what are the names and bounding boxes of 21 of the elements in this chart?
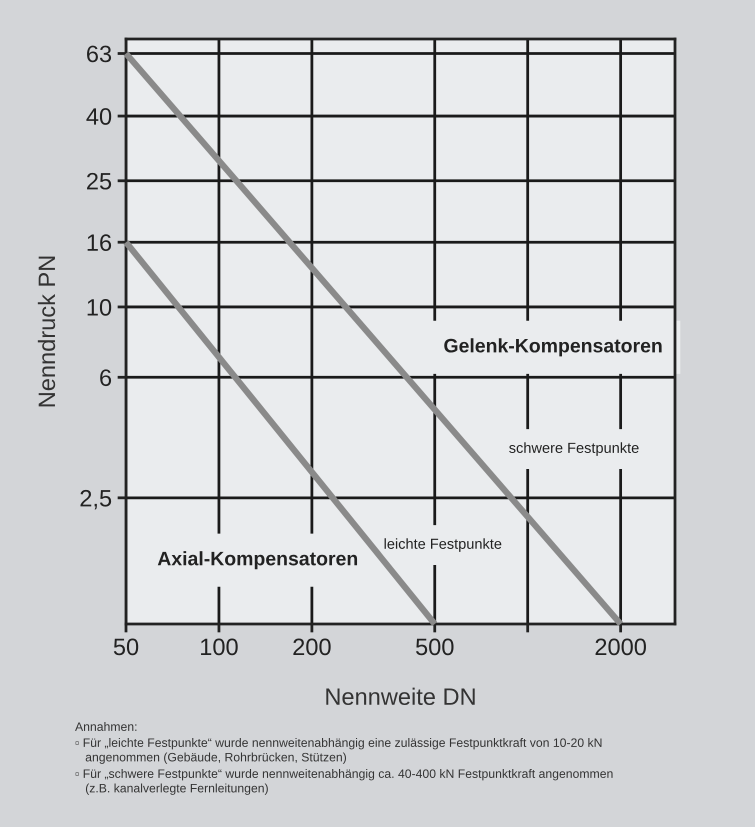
x-tick-label: 2000 xyxy=(596,638,646,656)
annotation: leichte Festpunkte xyxy=(384,538,502,552)
y-tick-label: 2,5 xyxy=(80,490,112,510)
y-tick-label: 63 xyxy=(87,46,112,62)
text: Annahmen: xyxy=(75,722,136,731)
x-tick-label: 100 xyxy=(201,638,238,656)
annotation: Gelenk-Kompensatoren xyxy=(444,338,662,356)
y-tick-label: 6 xyxy=(100,369,112,386)
annotation: schwere Festpunkte xyxy=(509,442,639,456)
y-axis-title: Nenndruck PN xyxy=(38,256,56,406)
text: ▫ Für „leichte Festpunkte“ wurde nennweitenabhängig eine zulässige Festpunktkraft von 10-20 kN angenommen (Gebäude, Rohrbrücken, Stützen) xyxy=(76,738,602,764)
x-axis-title: Nennweite DN xyxy=(326,688,475,706)
x-tick-label: 50 xyxy=(114,638,138,656)
y-tick-label: 40 xyxy=(86,108,112,125)
y-tick-label: 25 xyxy=(87,172,112,190)
annotation: Axial-Kompensatoren xyxy=(158,551,358,570)
y-tick-label: 16 xyxy=(88,234,112,252)
text: ▫ Für „schwere Festpunkte“ wurde nennweitenabhängig ca. 40-400 kN Festpunktkraft angenommen (z.B. kanalverlegte Fernleitungen) xyxy=(76,769,613,795)
x-tick-label: 500 xyxy=(416,638,454,656)
x-tick-label: 200 xyxy=(293,638,331,656)
y-tick-label: 10 xyxy=(88,299,112,316)
